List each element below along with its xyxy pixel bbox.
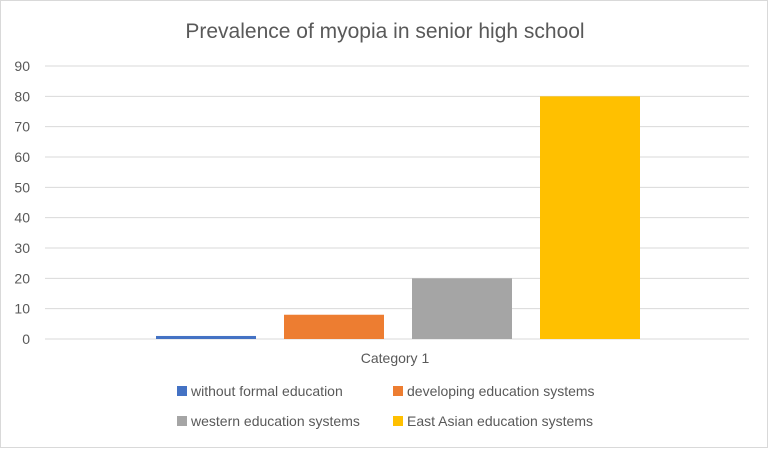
chart-title: Prevalence of myopia in senior high scho… <box>185 20 584 43</box>
y-tick-label: 50 <box>14 179 30 195</box>
y-tick-label: 10 <box>14 301 30 317</box>
y-tick-label: 0 <box>22 331 30 347</box>
legend-swatch <box>177 386 187 396</box>
bar-3 <box>412 278 512 339</box>
legend-item-1: without formal education <box>177 383 343 399</box>
y-tick-label: 80 <box>14 88 30 104</box>
legend-label: developing education systems <box>407 383 595 399</box>
legend-item-4: East Asian education systems <box>393 413 593 429</box>
legend-item-3: western education systems <box>177 413 360 429</box>
bar-1 <box>156 335 256 339</box>
y-axis-ticks: 0 10 20 30 40 50 60 70 80 90 <box>14 58 30 347</box>
legend-label: East Asian education systems <box>407 413 593 429</box>
legend-swatch <box>177 416 187 426</box>
y-tick-label: 60 <box>14 149 30 165</box>
gridlines <box>45 65 749 340</box>
legend-swatch <box>393 386 403 396</box>
bar-4 <box>540 96 640 339</box>
y-tick-label: 20 <box>14 270 30 286</box>
y-tick-label: 90 <box>14 58 30 74</box>
legend: without formal education developing educa… <box>177 383 595 429</box>
bars <box>156 96 640 339</box>
legend-item-2: developing education systems <box>393 383 595 399</box>
y-tick-label: 40 <box>14 210 30 226</box>
legend-swatch <box>393 416 403 426</box>
legend-label: western education systems <box>190 413 360 429</box>
x-axis-categories: Category 1 <box>361 350 430 366</box>
y-tick-label: 30 <box>14 240 30 256</box>
bar-2 <box>284 314 384 339</box>
legend-label: without formal education <box>190 383 343 399</box>
y-tick-label: 70 <box>14 119 30 135</box>
x-category-label: Category 1 <box>361 350 430 366</box>
